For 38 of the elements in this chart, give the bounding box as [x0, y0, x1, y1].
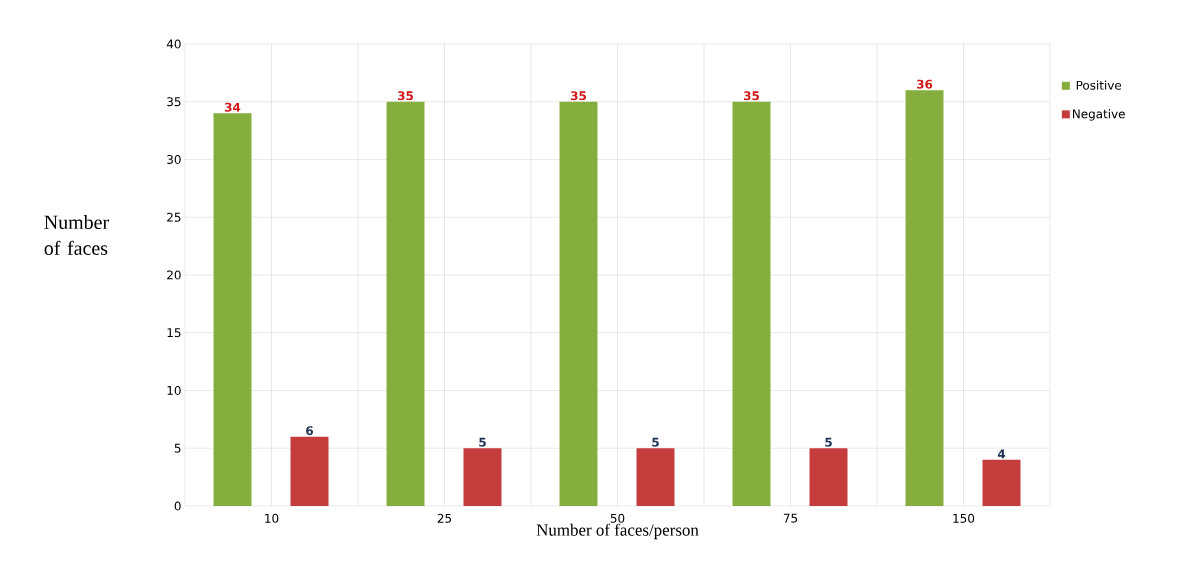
bar: [213, 113, 252, 506]
bar: [905, 90, 944, 506]
data-label: 35: [397, 91, 413, 101]
y-tick-label: 0: [174, 501, 181, 511]
bar: [386, 101, 425, 506]
y-tick-label: 5: [174, 443, 181, 453]
y-axis-title: Number of faces: [44, 215, 109, 255]
data-label: 4: [997, 449, 1006, 459]
x-tick-label: 25: [437, 513, 452, 523]
x-tick-label: 75: [783, 513, 798, 523]
bar: [982, 459, 1021, 506]
y-tick-label: 20: [167, 270, 181, 280]
data-label: 6: [306, 426, 314, 436]
bar: [559, 101, 598, 506]
bar: [636, 448, 675, 506]
legend-label: Negative: [1073, 109, 1125, 121]
data-label: 5: [479, 437, 486, 447]
bar: [732, 101, 771, 506]
y-tick-label: 40: [166, 39, 181, 49]
data-label: 35: [743, 91, 759, 101]
bar: [290, 436, 329, 506]
bar: [463, 448, 502, 506]
x-tick-label: 50: [610, 513, 625, 523]
y-tick-label: 10: [167, 385, 181, 396]
data-label: 36: [916, 79, 933, 89]
y-tick-label: 25: [167, 212, 181, 222]
y-tick-label: 35: [167, 97, 181, 107]
data-label: 5: [652, 437, 659, 447]
data-label: 5: [825, 437, 832, 447]
bar: [809, 448, 848, 506]
x-tick-label: 10: [265, 513, 279, 523]
legend-label: Positive: [1076, 80, 1122, 90]
x-tick-label: 150: [953, 513, 975, 523]
y-tick-label: 30: [167, 154, 181, 165]
y-tick-label: 15: [167, 328, 181, 338]
x-axis-title: Number of faces/person: [536, 523, 699, 540]
data-label: 35: [570, 91, 586, 101]
data-label: 34: [224, 102, 241, 112]
